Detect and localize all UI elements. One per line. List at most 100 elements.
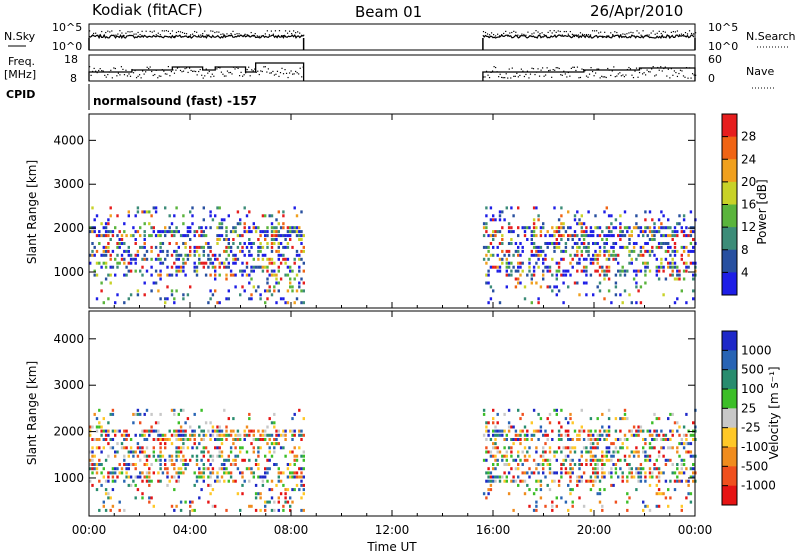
range-gate-cell — [279, 492, 283, 496]
range-gate-cell — [225, 273, 228, 277]
range-gate-cell — [189, 245, 192, 249]
nsearch-dot — [555, 31, 557, 33]
range-gate-cell — [245, 230, 249, 234]
range-gate-cell — [553, 206, 556, 210]
range-gate-cell — [555, 226, 558, 230]
range-gate-cell — [177, 471, 180, 475]
range-gate-cell — [605, 234, 608, 238]
range-gate-cell — [148, 210, 151, 214]
range-gate-cell — [120, 442, 124, 446]
nsearch-dot — [278, 30, 281, 32]
range-gate-cell — [136, 210, 140, 214]
range-gate-cell — [279, 446, 283, 450]
nsearch-dot — [640, 34, 642, 36]
range-gate-cell — [546, 433, 549, 437]
range-gate-cell — [298, 269, 301, 273]
range-gate-cell — [605, 433, 608, 437]
range-gate-cell — [571, 488, 574, 492]
range-gate-cell — [107, 230, 110, 234]
nsearch-dot — [147, 35, 149, 38]
range-gate-cell — [648, 467, 652, 471]
range-gate-cell — [254, 492, 258, 496]
range-gate-cell — [264, 438, 267, 441]
range-gate-cell — [193, 483, 196, 487]
range-gate-cell — [193, 412, 196, 416]
range-gate-cell — [141, 273, 144, 277]
range-gate-cell — [594, 269, 597, 273]
range-gate-cell — [95, 417, 99, 421]
range-gate-cell — [152, 230, 155, 234]
nave-dot — [570, 67, 572, 69]
range-gate-cell — [655, 245, 658, 249]
range-gate-cell — [521, 249, 524, 253]
range-gate-cell — [154, 421, 158, 425]
range-gate-cell — [648, 433, 652, 437]
range-gate-cell — [202, 471, 205, 475]
range-gate-cell — [111, 265, 115, 269]
nave-dot — [90, 74, 92, 76]
range-gate-cell — [614, 467, 618, 471]
range-gate-cell — [145, 429, 149, 433]
range-gate-cell — [651, 234, 654, 238]
range-gate-cell — [127, 463, 130, 466]
range-gate-cell — [598, 438, 602, 441]
range-gate-cell — [639, 425, 643, 429]
range-gate-cell — [576, 475, 579, 479]
range-gate-cell — [598, 289, 602, 293]
range-gate-cell — [610, 234, 613, 238]
range-gate-cell — [234, 226, 237, 230]
range-gate-cell — [200, 438, 203, 441]
nave-dot — [672, 74, 674, 76]
range-gate-cell — [539, 463, 543, 466]
range-gate-cell — [632, 425, 636, 429]
nave-dot — [270, 72, 272, 74]
range-gate-cell — [489, 234, 493, 238]
range-gate-cell — [632, 242, 636, 245]
range-gate-cell — [234, 479, 237, 483]
range-gate-cell — [114, 467, 117, 471]
range-gate-cell — [621, 471, 624, 475]
range-gate-cell — [284, 433, 287, 437]
range-gate-cell — [596, 269, 599, 273]
nsearch-dot — [286, 32, 289, 34]
range-gate-cell — [264, 454, 267, 458]
range-gate-cell — [562, 249, 565, 253]
range-gate-cell — [175, 206, 178, 210]
range-gate-cell — [687, 442, 690, 446]
range-gate-cell — [284, 488, 287, 492]
range-gate-cell — [198, 245, 201, 249]
nave-dot — [213, 75, 215, 77]
range-gate-cell — [159, 458, 162, 462]
range-gate-cell — [198, 253, 201, 257]
range-gate-cell — [535, 234, 538, 238]
range-gate-cell — [154, 281, 158, 285]
range-gate-cell — [562, 269, 565, 273]
range-gate-cell — [664, 458, 668, 462]
nave-dot — [516, 72, 518, 75]
range-gate-cell — [132, 226, 135, 230]
nave-dot — [161, 69, 163, 71]
range-gate-cell — [494, 475, 497, 479]
range-gate-cell — [660, 245, 663, 249]
range-gate-cell — [651, 421, 654, 425]
range-gate-cell — [651, 249, 654, 253]
range-gate-cell — [619, 438, 622, 441]
range-gate-cell — [98, 234, 101, 238]
range-gate-cell — [261, 269, 265, 273]
range-gate-cell — [168, 479, 171, 483]
nsky-panel: N.Sky 10^5 10^0 10^5 10^0 N.Search — [4, 21, 796, 53]
nave-dot — [278, 75, 280, 78]
nsearch-dot — [495, 35, 497, 37]
range-gate-cell — [598, 265, 602, 269]
range-gate-cell — [487, 492, 490, 496]
range-gate-cell — [492, 463, 495, 466]
range-gate-cell — [234, 463, 237, 466]
range-gate-cell — [227, 479, 230, 483]
nave-dot — [675, 71, 677, 74]
range-gate-cell — [200, 226, 203, 230]
range-gate-cell — [193, 471, 196, 475]
range-gate-cell — [114, 429, 117, 433]
range-gate-cell — [245, 433, 249, 437]
nsearch-dot — [107, 30, 109, 32]
range-gate-cell — [646, 454, 649, 458]
